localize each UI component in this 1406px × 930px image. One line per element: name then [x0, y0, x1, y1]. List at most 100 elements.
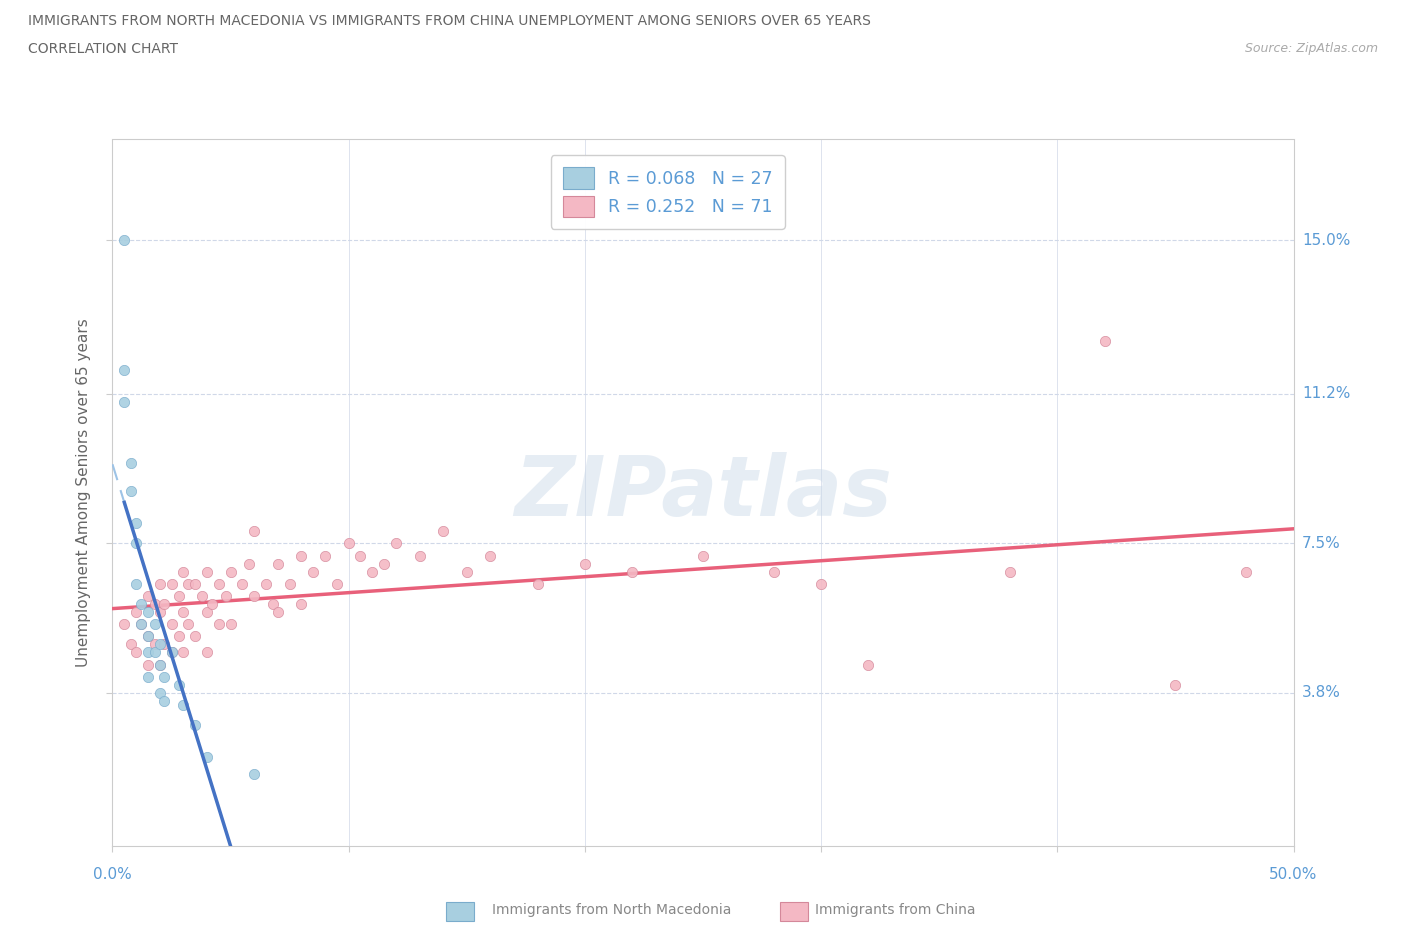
Point	[149, 658, 172, 672]
Point	[243, 524, 266, 538]
Point	[184, 577, 207, 591]
Point	[1164, 677, 1187, 692]
Point	[326, 577, 349, 591]
Point	[810, 577, 832, 591]
Point	[692, 548, 714, 563]
Text: Immigrants from China: Immigrants from China	[815, 902, 976, 917]
Point	[184, 629, 207, 644]
Text: IMMIGRANTS FROM NORTH MACEDONIA VS IMMIGRANTS FROM CHINA UNEMPLOYMENT AMONG SENI: IMMIGRANTS FROM NORTH MACEDONIA VS IMMIG…	[28, 14, 870, 28]
Point	[456, 565, 478, 579]
Point	[136, 604, 159, 619]
Point	[120, 455, 142, 470]
Point	[177, 617, 200, 631]
Point	[160, 577, 183, 591]
Point	[120, 484, 142, 498]
Point	[153, 694, 176, 709]
Point	[125, 577, 148, 591]
Point	[149, 685, 172, 700]
Point	[290, 596, 312, 611]
Point	[172, 645, 194, 660]
Point	[432, 524, 454, 538]
Text: 7.5%: 7.5%	[1302, 536, 1340, 551]
Point	[574, 556, 596, 571]
Point	[998, 565, 1021, 579]
Point	[195, 604, 218, 619]
Point	[267, 556, 290, 571]
Point	[254, 577, 277, 591]
Point	[143, 637, 166, 652]
Point	[201, 596, 224, 611]
Point	[243, 766, 266, 781]
Point	[526, 577, 548, 591]
Point	[184, 718, 207, 733]
Point	[136, 658, 159, 672]
Text: 11.2%: 11.2%	[1302, 387, 1350, 402]
Point	[143, 596, 166, 611]
Point	[762, 565, 785, 579]
Point	[149, 658, 172, 672]
Text: ZIPatlas: ZIPatlas	[515, 452, 891, 534]
Point	[136, 629, 159, 644]
Point	[143, 617, 166, 631]
Point	[125, 645, 148, 660]
Point	[167, 677, 190, 692]
Text: 0.0%: 0.0%	[93, 867, 132, 883]
Point	[112, 394, 135, 409]
Text: Source: ZipAtlas.com: Source: ZipAtlas.com	[1244, 42, 1378, 55]
Point	[129, 617, 152, 631]
Legend: R = 0.068   N = 27, R = 0.252   N = 71: R = 0.068 N = 27, R = 0.252 N = 71	[551, 155, 785, 229]
Point	[231, 577, 253, 591]
Point	[195, 565, 218, 579]
Point	[149, 577, 172, 591]
Point	[195, 645, 218, 660]
Point	[153, 637, 176, 652]
Point	[349, 548, 371, 563]
Point	[302, 565, 325, 579]
Point	[129, 596, 152, 611]
Point	[167, 589, 190, 604]
Point	[177, 577, 200, 591]
Point	[290, 548, 312, 563]
Point	[112, 363, 135, 378]
Point	[195, 750, 218, 764]
Text: Immigrants from North Macedonia: Immigrants from North Macedonia	[492, 902, 731, 917]
Point	[125, 516, 148, 531]
Point	[337, 536, 360, 551]
Point	[167, 629, 190, 644]
Point	[238, 556, 260, 571]
Point	[112, 233, 135, 248]
Point	[314, 548, 336, 563]
Point	[172, 565, 194, 579]
Point	[160, 617, 183, 631]
Point	[858, 658, 880, 672]
Y-axis label: Unemployment Among Seniors over 65 years: Unemployment Among Seniors over 65 years	[76, 319, 91, 668]
Point	[143, 645, 166, 660]
Point	[219, 565, 242, 579]
Text: 50.0%: 50.0%	[1270, 867, 1317, 883]
Point	[1234, 565, 1257, 579]
Point	[129, 617, 152, 631]
Text: CORRELATION CHART: CORRELATION CHART	[28, 42, 179, 56]
Point	[160, 645, 183, 660]
Point	[172, 604, 194, 619]
Text: 15.0%: 15.0%	[1302, 233, 1350, 248]
Point	[125, 604, 148, 619]
Point	[267, 604, 290, 619]
Point	[1094, 334, 1116, 349]
Point	[385, 536, 408, 551]
Point	[479, 548, 502, 563]
Point	[120, 637, 142, 652]
Point	[208, 617, 231, 631]
Point	[408, 548, 430, 563]
Point	[243, 589, 266, 604]
Point	[373, 556, 395, 571]
Point	[136, 589, 159, 604]
Point	[278, 577, 301, 591]
Point	[361, 565, 384, 579]
Point	[215, 589, 238, 604]
Point	[153, 596, 176, 611]
Text: 3.8%: 3.8%	[1302, 685, 1341, 700]
Point	[136, 645, 159, 660]
Point	[191, 589, 214, 604]
Point	[160, 645, 183, 660]
